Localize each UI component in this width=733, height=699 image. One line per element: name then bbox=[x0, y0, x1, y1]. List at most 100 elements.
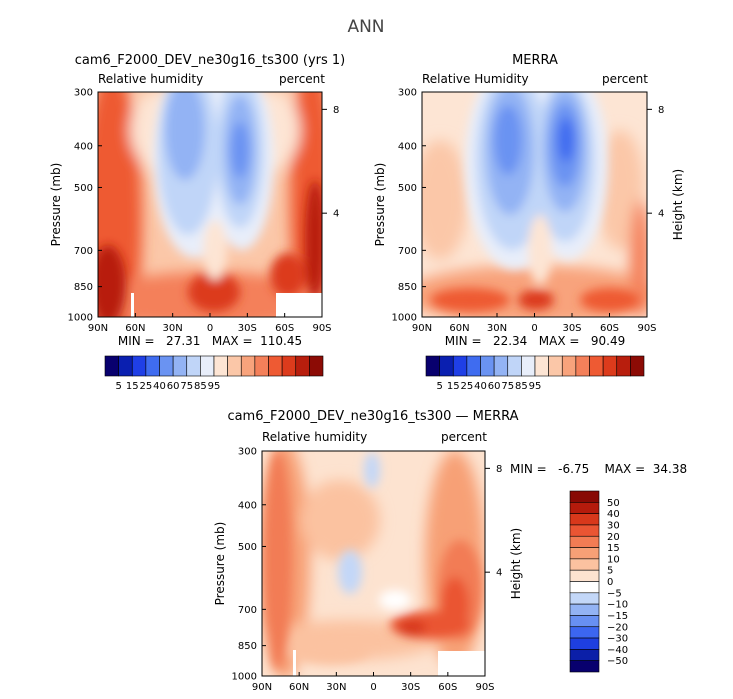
panel-model-colorbar-box bbox=[104, 355, 119, 377]
panel-diff-ptick-label: 700 bbox=[238, 605, 257, 616]
panel-diff-htick-label: 4 bbox=[496, 568, 502, 579]
panel-diff-colorbar-label: −5 bbox=[607, 588, 622, 599]
panel-diff-colorbar-box bbox=[569, 547, 600, 560]
panel-model-lat-label: 90N bbox=[88, 323, 108, 334]
panel-merra-colorbar-label: 75 bbox=[501, 381, 514, 392]
panel-model-colorbar-box bbox=[145, 355, 160, 377]
panel-model-colorbar-box bbox=[281, 355, 297, 377]
panel-merra-colorbar-box bbox=[575, 355, 590, 377]
panel-merra-yright-label: Height (km) bbox=[671, 169, 685, 240]
panel-model-colorbar-label: 5 bbox=[115, 381, 121, 392]
panel-model-left-label: Relative humidity bbox=[98, 72, 203, 86]
panel-merra-colorbar-label: 95 bbox=[529, 381, 542, 392]
panel-merra-lat-label: 30S bbox=[562, 323, 581, 334]
panel-diff-title: cam6_F2000_DEV_ne30g16_ts300 — MERRA bbox=[227, 409, 518, 424]
panel-model-colorbar-label: 25 bbox=[140, 381, 153, 392]
panel-model-htick-label: 4 bbox=[333, 209, 339, 220]
panel-merra-right-label: percent bbox=[602, 72, 648, 86]
panel-model-colorbar-label: 95 bbox=[208, 381, 221, 392]
panel-merra-ptick-label: 300 bbox=[398, 88, 417, 99]
panel-model-colorbar-box bbox=[295, 355, 310, 377]
panel-merra-lat-label: 60N bbox=[449, 323, 469, 334]
panel-diff-colorbar-box bbox=[569, 513, 600, 526]
panel-merra-minmax: MIN = 22.34 MAX = 90.49 bbox=[445, 334, 625, 348]
panel-model-right-label: percent bbox=[279, 72, 325, 86]
panel-diff-colorbar-box bbox=[569, 581, 600, 594]
panel-diff-colorbar-box bbox=[569, 535, 600, 548]
panel-model-colorbar-box bbox=[186, 355, 201, 377]
panel-merra-colorbar-box bbox=[561, 355, 577, 377]
panel-model-ylabel: Pressure (mb) bbox=[49, 163, 63, 247]
panel-merra-colorbar-box bbox=[452, 355, 468, 377]
panel-diff-colorbar-box bbox=[569, 615, 600, 628]
panel-diff-right-label: percent bbox=[441, 430, 487, 444]
panel-model-lat-label: 30N bbox=[163, 323, 183, 334]
panel-model-colorbar-label: 15 bbox=[126, 381, 139, 392]
panel-diff-colorbar-label: −10 bbox=[607, 600, 628, 611]
panel-diff-colorbar-label: 10 bbox=[607, 554, 620, 565]
panel-diff-colorbar-box bbox=[569, 660, 600, 673]
panel-diff-colorbar-label: 30 bbox=[607, 520, 620, 531]
panel-diff-colorbar-box bbox=[569, 649, 600, 661]
panel-merra-colorbar-label: 40 bbox=[474, 381, 487, 392]
panel-model-colorbar-box bbox=[240, 355, 256, 377]
panel-model-lat-label: 60N bbox=[125, 323, 145, 334]
panel-merra-colorbar-box bbox=[466, 355, 481, 377]
panel-diff-lat-label: 60S bbox=[438, 682, 457, 693]
panel-model-lat-label: 30S bbox=[238, 323, 257, 334]
panel-model-colorbar-box bbox=[159, 355, 174, 377]
panel-model-colorbar-box bbox=[268, 355, 283, 377]
panel-model-colorbar: 5 15 25 40 60 75 85 95 bbox=[104, 355, 324, 392]
panel-model-ptick-label: 500 bbox=[74, 183, 93, 194]
panel-merra-colorbar-box bbox=[630, 355, 645, 377]
panel-merra: MERRA Relative Humidity percent bbox=[373, 53, 685, 392]
panel-diff-axes: 300 400 500 700 850 1000 8 4 90N 60N 30N 0 30S 60S 90S… bbox=[213, 447, 523, 694]
panel-model-field bbox=[98, 92, 322, 317]
panel-model-colorbar-box bbox=[227, 355, 242, 377]
panel-diff-colorbar-label: 40 bbox=[607, 509, 620, 520]
panel-merra-colorbar: 5 15 25 40 60 75 85 95 bbox=[425, 355, 645, 392]
panel-merra-colorbar-label: 5 bbox=[436, 381, 442, 392]
panel-merra-colorbar-box bbox=[521, 355, 536, 377]
panel-model-axes: 300 400 500 700 850 1000 8 4 90N 60N 30N 0 30S 60S 90S… bbox=[49, 88, 339, 335]
panel-diff-colorbar-box bbox=[569, 637, 600, 650]
panel-merra-axes: 300 400 500 700 850 1000 8 4 90N 60N 30N 0 30S 60S 90S… bbox=[373, 88, 685, 335]
panel-diff-colorbar-label: 5 bbox=[607, 566, 613, 577]
panel-diff-colorbar-label: −50 bbox=[607, 656, 628, 667]
panel-diff-lat-label: 30N bbox=[326, 682, 346, 693]
panel-merra-lat-label: 90S bbox=[637, 323, 656, 334]
panel-diff-left-label: Relative humidity bbox=[262, 430, 367, 444]
panel-diff-ptick-label: 850 bbox=[238, 641, 257, 652]
panel-merra-colorbar-box bbox=[616, 355, 631, 377]
panel-model-ptick-label: 850 bbox=[74, 282, 93, 293]
panel-merra-left-label: Relative Humidity bbox=[422, 72, 529, 86]
panel-diff-lat-label: 90N bbox=[252, 682, 272, 693]
panel-model-colorbar-box bbox=[213, 355, 228, 377]
panel-merra-lat-label: 90N bbox=[412, 323, 432, 334]
panel-merra-ptick-label: 1000 bbox=[392, 313, 417, 324]
panel-merra-ptick-label: 500 bbox=[398, 183, 417, 194]
panel-merra-ylabel: Pressure (mb) bbox=[373, 163, 387, 247]
panel-model-lat-label: 60S bbox=[275, 323, 294, 334]
panel-diff-ptick-label: 400 bbox=[238, 500, 257, 511]
panel-diff-colorbar-label: −40 bbox=[607, 645, 628, 656]
panel-merra-lat-label: 0 bbox=[531, 323, 537, 334]
panel-merra-htick-label: 4 bbox=[658, 209, 664, 220]
panel-merra-colorbar-box bbox=[534, 355, 549, 377]
panel-model-ptick-label: 400 bbox=[74, 141, 93, 152]
panel-diff-colorbar-box bbox=[569, 626, 600, 639]
panel-diff-colorbar-label: 50 bbox=[607, 498, 620, 509]
panel-model-ptick-label: 1000 bbox=[68, 313, 93, 324]
panel-model-htick-label: 8 bbox=[333, 105, 339, 116]
panel-diff-ylabel: Pressure (mb) bbox=[213, 522, 227, 606]
panel-merra-ptick-label: 700 bbox=[398, 246, 417, 257]
panel-merra-colorbar-box bbox=[507, 355, 522, 377]
panel-merra-colorbar-box bbox=[480, 355, 495, 377]
panel-diff-htick-label: 8 bbox=[496, 464, 502, 475]
panel-merra-ptick-label: 850 bbox=[398, 282, 417, 293]
panel-diff-yright-label: Height (km) bbox=[509, 528, 523, 599]
panel-diff-colorbar-box bbox=[569, 592, 600, 605]
panel-diff-colorbar-box bbox=[569, 603, 600, 616]
panel-merra-colorbar-label: 85 bbox=[515, 381, 528, 392]
